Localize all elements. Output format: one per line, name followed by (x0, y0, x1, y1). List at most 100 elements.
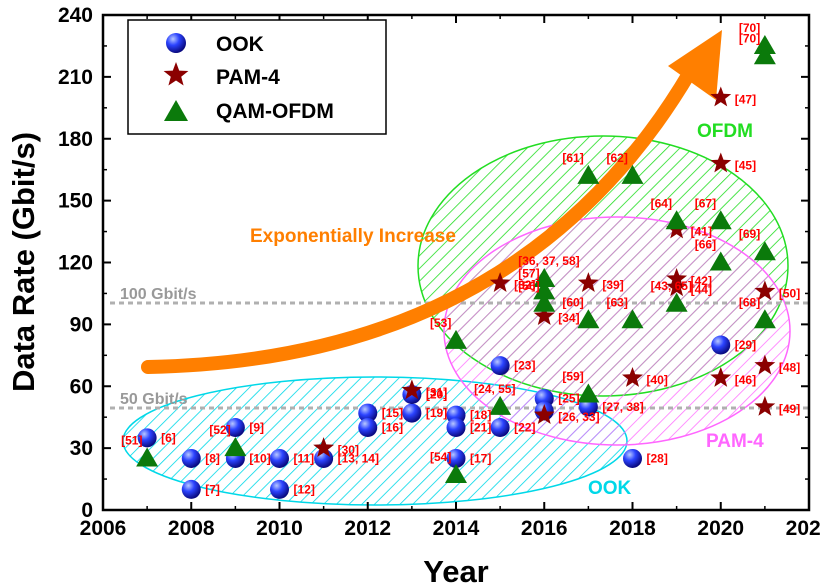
reference-label: [9] (249, 421, 264, 435)
ook-point (490, 418, 510, 437)
ofdm-point (577, 383, 600, 403)
ofdm-point (445, 329, 467, 349)
y-tick-label: 150 (58, 190, 93, 213)
reference-label: [18] (470, 408, 491, 422)
reference-label: [43, 65] (651, 279, 692, 293)
reference-label: [63] (607, 295, 628, 309)
y-tick-label: 0 (81, 499, 93, 522)
ook-point (358, 418, 378, 437)
reference-label: [26, 33] (558, 410, 599, 424)
ofdm-region-label: OFDM (697, 121, 753, 142)
reference-label: [21] (470, 421, 491, 435)
ofdm-point (753, 45, 776, 65)
legend-ofdm-label: QAM-OFDM (216, 100, 334, 123)
pam4-point (577, 272, 599, 292)
y-tick-label: 60 (70, 375, 93, 398)
ofdm-point (136, 447, 159, 467)
reference-label: [34] (558, 311, 579, 325)
reference-label: [31] (426, 385, 447, 399)
ook-point (270, 479, 289, 499)
x-tick-label: 2012 (344, 517, 391, 540)
reference-label: [30] (338, 443, 359, 457)
ofdm-point (621, 309, 644, 329)
reference-label: [49] (779, 402, 800, 416)
pam4-point (710, 367, 732, 387)
reference-label: [7] (205, 482, 220, 496)
x-axis-title: Year (423, 554, 489, 588)
ook-point (446, 418, 466, 437)
pam4-point (533, 404, 555, 424)
reference-label: [32] (514, 278, 535, 292)
reference-label: [22] (514, 421, 535, 435)
reference-label: [20] (426, 388, 447, 402)
reference-label: [42] (691, 274, 712, 288)
pam4-point (666, 276, 688, 297)
legend-pam4-label: PAM-4 (216, 66, 280, 89)
pam4-point (401, 379, 423, 400)
reference-label: [36, 37, 58] (518, 254, 579, 268)
ofdm-point (709, 210, 732, 230)
reference-labels: [6] [7] [8] [9] [10] [11] [12] [13, 14] [15][16]… (121, 21, 800, 496)
reference-label: [64] (651, 196, 672, 210)
reference-label: [70] (739, 31, 760, 45)
pam4-point (313, 437, 335, 457)
legend-ofdm-marker (164, 100, 188, 121)
reference-label: [50] (779, 286, 800, 300)
reference-label: [56] (518, 279, 539, 293)
ofdm-point (533, 292, 556, 312)
reference-label: [24, 55] (474, 382, 515, 396)
reference-label: [70] (739, 21, 760, 35)
y-tick-label: 210 (58, 66, 93, 89)
legend-pam4-marker (163, 62, 189, 86)
ofdm-point (621, 164, 644, 184)
pam4-point (754, 354, 776, 375)
reference-label: [47] (735, 93, 756, 107)
trend-label: Exponentially Increase (250, 226, 456, 247)
reference-label: [46] (735, 373, 756, 387)
ofdm-point (709, 251, 732, 271)
data-markers (136, 34, 776, 499)
reference-label: [54] (430, 450, 451, 464)
y-tick-label: 90 (70, 313, 93, 336)
y-axis-title: Data Rate (Gbit/s) (6, 132, 41, 392)
reference-label: [29] (735, 338, 756, 352)
x-tick-label: 2020 (697, 517, 744, 540)
reference-label: [60] (562, 295, 583, 309)
ook-point (225, 418, 245, 437)
reference-label: [11] (294, 451, 315, 465)
reference-label: [17] (470, 451, 491, 465)
legend-ook-label: OOK (216, 33, 264, 56)
legend-ook-marker (166, 33, 186, 53)
pam4-region-label: PAM-4 (706, 431, 764, 452)
reference-label: [27, 38] (602, 400, 643, 414)
reference-label: [53] (430, 316, 451, 330)
pam4-point (754, 280, 776, 301)
ook-point (711, 335, 731, 355)
ook-region-label: OOK (588, 478, 632, 499)
reference-label: [68] (739, 295, 760, 309)
reference-label: [16] (382, 421, 403, 435)
y-tick-label: 180 (58, 128, 93, 151)
ook-point (446, 448, 466, 468)
pam4-point (533, 305, 555, 325)
reference-label: [59] (562, 370, 583, 384)
y-tick-label: 240 (58, 4, 93, 27)
reference-label: [40] (647, 373, 668, 387)
ofdm-point (665, 210, 688, 230)
ofdm-point (753, 34, 776, 54)
ook-point (623, 448, 642, 468)
reference-label: [48] (779, 361, 800, 375)
reference-label: [69] (739, 227, 760, 241)
x-tick-label: 2016 (521, 517, 568, 540)
reference-label: [44] (691, 282, 712, 296)
ofdm-point (224, 437, 247, 457)
reference-label: [25] (558, 392, 579, 406)
ofdm-point (577, 309, 600, 329)
reference-label: [57] (518, 266, 539, 280)
reference-label: [15] (382, 406, 403, 420)
pam4-point (710, 86, 732, 107)
reference-label: [52] (209, 423, 230, 437)
legend: OOK PAM-4 QAM-OFDM (127, 19, 387, 135)
guide-label-100: 100 Gbit/s (120, 286, 197, 303)
